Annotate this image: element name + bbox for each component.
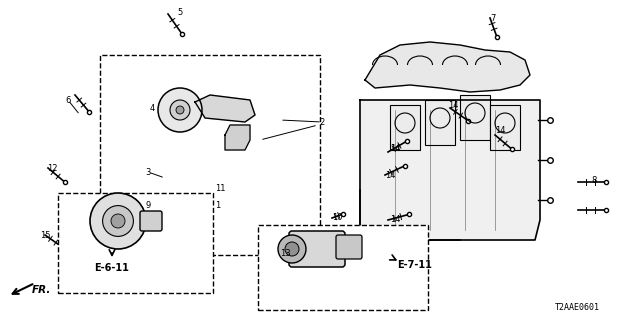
- Text: 14: 14: [385, 171, 396, 180]
- Text: 4: 4: [149, 103, 155, 113]
- Bar: [100, 55, 320, 255]
- Text: 13: 13: [280, 249, 291, 258]
- Text: 1: 1: [216, 201, 221, 210]
- Text: 5: 5: [177, 7, 182, 17]
- Text: 14: 14: [495, 125, 505, 134]
- Text: 14: 14: [448, 100, 458, 109]
- Polygon shape: [225, 125, 250, 150]
- Text: T2AAE0601: T2AAE0601: [555, 303, 600, 312]
- Text: E-6-11: E-6-11: [95, 263, 129, 273]
- Text: 11: 11: [215, 183, 225, 193]
- Text: 10: 10: [332, 213, 342, 222]
- Polygon shape: [195, 95, 255, 122]
- Polygon shape: [490, 105, 520, 150]
- Text: 14: 14: [390, 143, 400, 153]
- Text: 14: 14: [390, 143, 400, 153]
- Polygon shape: [365, 42, 530, 92]
- Circle shape: [111, 214, 125, 228]
- Text: E-7-11: E-7-11: [397, 260, 433, 270]
- Circle shape: [176, 106, 184, 114]
- Text: 12: 12: [47, 164, 57, 172]
- FancyBboxPatch shape: [336, 235, 362, 259]
- Polygon shape: [360, 100, 540, 240]
- Text: FR.: FR.: [32, 285, 51, 295]
- Circle shape: [158, 88, 202, 132]
- Text: 15: 15: [40, 230, 51, 239]
- Text: 8: 8: [591, 175, 596, 185]
- Text: 6: 6: [65, 95, 70, 105]
- Bar: [58, 193, 213, 293]
- Text: 2: 2: [319, 117, 324, 126]
- Polygon shape: [460, 95, 490, 140]
- Text: 3: 3: [145, 167, 150, 177]
- Text: 9: 9: [145, 201, 150, 210]
- Polygon shape: [390, 105, 420, 150]
- Bar: [258, 225, 428, 310]
- Circle shape: [90, 193, 146, 249]
- Circle shape: [278, 235, 306, 263]
- Text: 14: 14: [390, 215, 400, 225]
- FancyBboxPatch shape: [140, 211, 162, 231]
- Circle shape: [285, 242, 299, 256]
- Text: 7: 7: [490, 13, 496, 22]
- FancyBboxPatch shape: [289, 231, 345, 267]
- Circle shape: [102, 206, 133, 236]
- Circle shape: [170, 100, 190, 120]
- Polygon shape: [425, 100, 455, 145]
